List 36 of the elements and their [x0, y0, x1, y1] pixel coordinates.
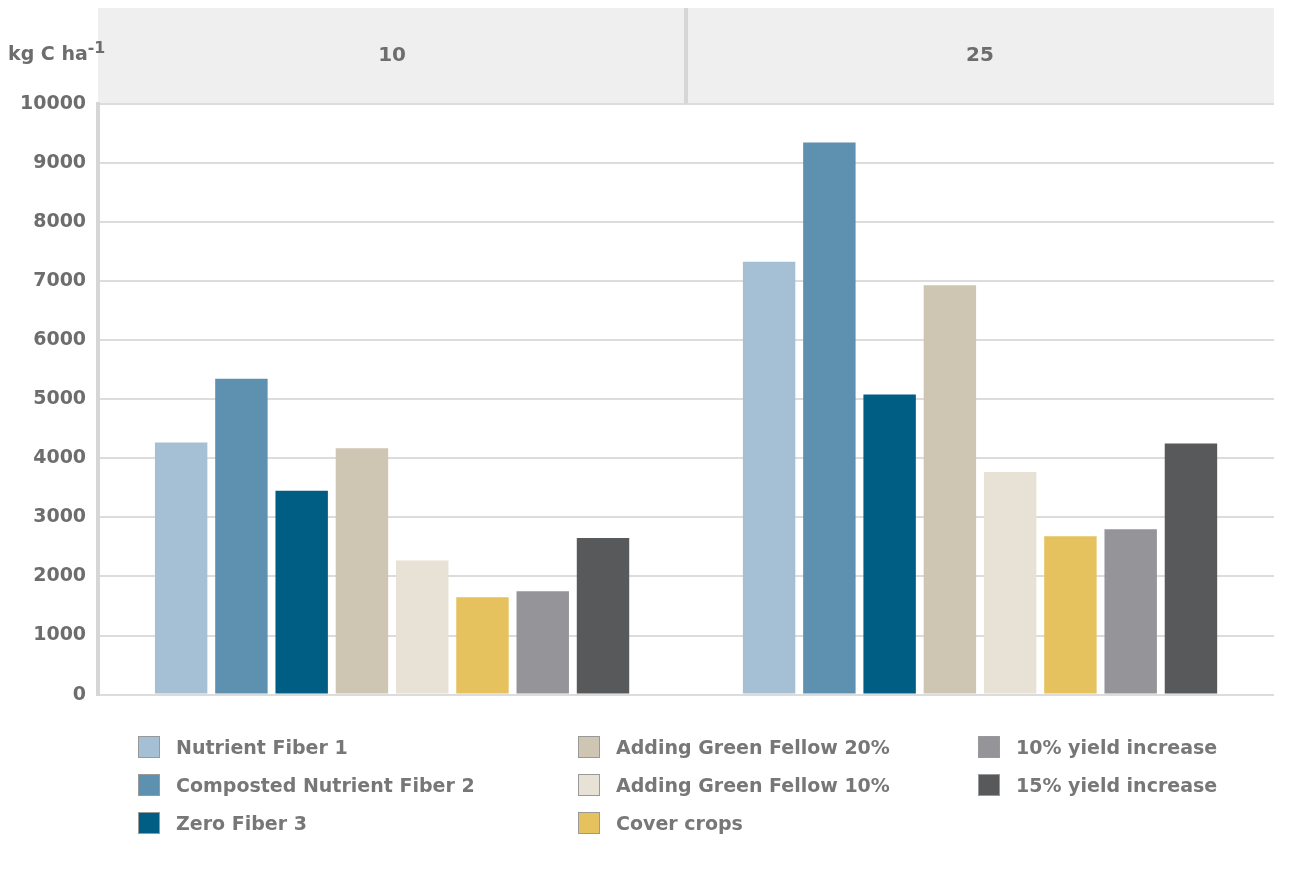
bar — [154, 442, 208, 694]
legend-label: Adding Green Fellow 20% — [616, 736, 890, 758]
y-tick-label: 10000 — [19, 90, 87, 113]
y-tick-label: 9000 — [33, 150, 87, 172]
y-tick-label: 5000 — [33, 386, 87, 409]
legend-label: Composted Nutrient Fiber 2 — [176, 774, 475, 796]
bar — [456, 597, 509, 694]
y-tick-label: 7000 — [33, 268, 87, 291]
bar — [803, 142, 856, 694]
y-tick-label: 2000 — [33, 563, 87, 586]
bar — [335, 448, 389, 694]
y-tick-label: 3000 — [33, 504, 87, 527]
legend-label: Zero Fiber 3 — [176, 812, 307, 834]
bar — [1104, 529, 1157, 694]
legend-label: Cover crops — [616, 812, 743, 834]
y-tick-label: 0 — [72, 681, 87, 704]
y-tick-label: 8000 — [33, 209, 87, 232]
legend-label: Adding Green Fellow 10% — [616, 774, 890, 796]
x-tick-label: 25 — [966, 42, 994, 67]
bar — [516, 591, 569, 694]
bar — [275, 490, 328, 694]
y-tick-label: 1000 — [33, 622, 87, 645]
legend-label: Nutrient Fiber 1 — [176, 736, 348, 758]
bar — [215, 378, 268, 694]
bar — [1044, 536, 1097, 694]
x-tick-label: 10 — [378, 42, 406, 67]
bar — [1164, 443, 1218, 694]
legend-label: 15% yield increase — [1016, 774, 1218, 796]
bar — [742, 261, 796, 694]
y-axis-title: kg C ha$^{-1}$ — [8, 38, 106, 65]
bar — [923, 285, 977, 694]
bar — [576, 538, 630, 694]
legend-label: 10% yield increase — [1016, 736, 1218, 758]
bar — [863, 394, 916, 694]
y-tick-label: 6000 — [33, 327, 87, 350]
y-tick-label: 4000 — [33, 445, 87, 468]
